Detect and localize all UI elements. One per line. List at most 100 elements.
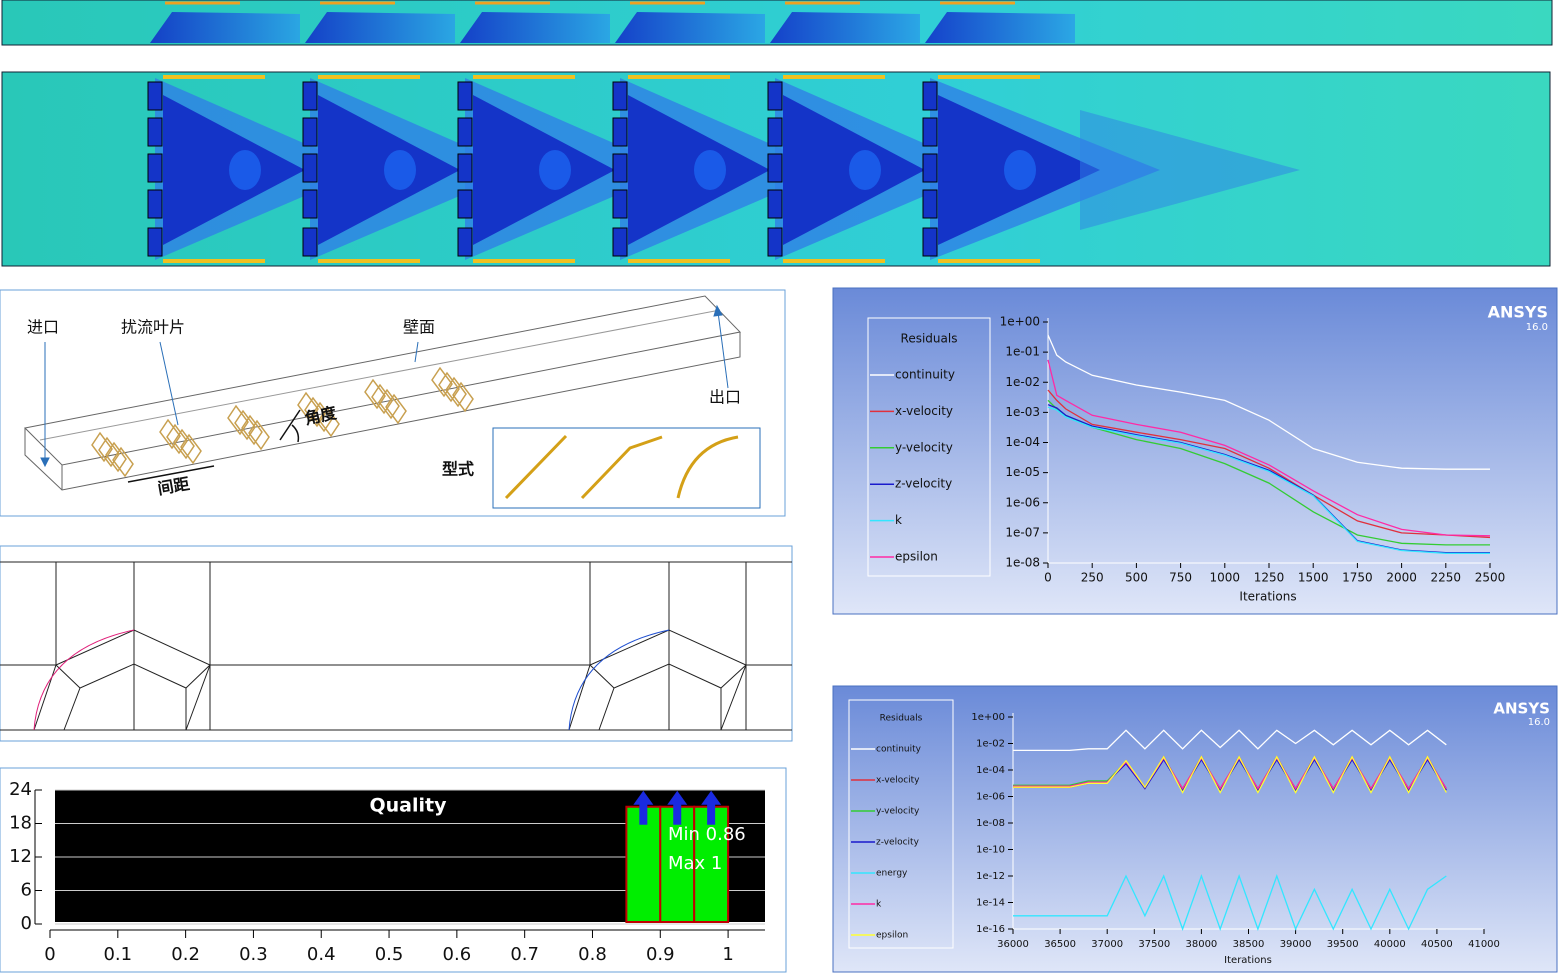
flow-region (925, 12, 1075, 43)
vane (159, 418, 181, 450)
flow-eye (694, 150, 726, 190)
vane-section (302, 227, 318, 257)
vane (371, 383, 393, 415)
x-tick-label: 250 (1081, 571, 1104, 585)
series-line (1013, 874, 1447, 931)
x-tick-label: 39000 (1280, 939, 1312, 950)
vane (378, 388, 400, 420)
contour-plots (1, 0, 1553, 267)
overflow-arrow (667, 790, 688, 825)
vane-forms (504, 434, 739, 500)
y-tick-label: 6 (21, 880, 32, 901)
overflow-arrow (701, 790, 722, 825)
x-axis-label: Iterations (1239, 590, 1296, 604)
legend-label: y-velocity (895, 440, 953, 454)
flow-eye (384, 150, 416, 190)
vane-section (457, 189, 473, 219)
x-tick-label: 500 (1125, 571, 1148, 585)
x-tick-label: 1500 (1298, 571, 1329, 585)
flow-eye (1004, 150, 1036, 190)
vane (364, 378, 386, 410)
y-tick-label: 1e-03 (1005, 405, 1040, 419)
y-tick-label: 1e-12 (976, 871, 1005, 882)
x-tick-label: 40000 (1374, 939, 1406, 950)
x-tick-label: 2250 (1431, 571, 1462, 585)
vane-section (767, 153, 783, 183)
vane-section (767, 189, 783, 219)
x-tick-label: 2000 (1386, 571, 1417, 585)
y-tick-label: 1e-14 (976, 898, 1005, 909)
vane-section (147, 189, 163, 219)
vane-section (147, 227, 163, 257)
vane (166, 423, 188, 455)
geometry-diagram: 进口 扰流叶片 壁面 出口 角度 间距 型式 (0, 289, 786, 517)
x-tick-label: 2500 (1475, 571, 1506, 585)
flow-region (770, 12, 920, 43)
mesh-panel (0, 545, 793, 742)
vane (234, 409, 256, 441)
dimension (127, 409, 301, 483)
legend-label: epsilon (876, 931, 908, 941)
vane-section (922, 117, 938, 147)
label: 壁面 (403, 318, 435, 337)
inset-box (492, 427, 761, 509)
legend-label: z-velocity (876, 838, 920, 848)
y-tick-label: 1e-10 (976, 845, 1005, 856)
version: 16.0 (1526, 322, 1548, 333)
y-tick-label: 1e-06 (976, 792, 1005, 803)
overflow-arrow (633, 790, 654, 825)
legend-label: continuity (876, 745, 922, 755)
charts: 1e+00 1e-01 1e-02 1e-03 1e-04 1e-05 1e-06 1e-07… (9, 303, 1550, 967)
x-tick-label: 0.4 (307, 944, 336, 965)
vane (91, 431, 113, 463)
y-tick-label: 1e-02 (976, 739, 1005, 750)
series-line (1047, 334, 1490, 470)
legend-label: epsilon (895, 550, 938, 564)
label: 出口 (709, 388, 741, 407)
vane (445, 376, 467, 408)
vane (248, 419, 270, 451)
x-tick-label: 1250 (1254, 571, 1285, 585)
x-tick-label: 41000 (1468, 939, 1500, 950)
y-tick-label: 0 (21, 913, 32, 934)
vane (438, 371, 460, 403)
mesh-lines (0, 561, 792, 731)
series-line (1013, 729, 1447, 752)
vane (241, 414, 263, 446)
vane-section (302, 189, 318, 219)
x-tick-label: 37500 (1138, 939, 1170, 950)
vane-section (302, 153, 318, 183)
y-tick-label: 1e-16 (976, 924, 1005, 935)
vane-section (612, 227, 628, 257)
x-tick-label: 0 (44, 944, 55, 965)
flow-eye (849, 150, 881, 190)
x-tick-label: 36000 (997, 939, 1029, 950)
y-tick-label: 1e-05 (1005, 465, 1040, 479)
brand: ANSYS (1488, 303, 1548, 322)
flow-region (460, 12, 610, 43)
x-tick-label: 36500 (1044, 939, 1076, 950)
vane-section (147, 153, 163, 183)
residuals-panel (832, 685, 1558, 973)
vane (304, 396, 326, 428)
vane-section (922, 153, 938, 183)
legend-title: Residuals (901, 332, 958, 346)
legend-label: continuity (895, 368, 955, 382)
vane (311, 401, 333, 433)
legend-label: y-velocity (876, 807, 920, 817)
x-tick-label: 0.9 (646, 944, 675, 965)
legend-box (867, 317, 991, 577)
vane (385, 393, 407, 425)
legend-label: k (876, 900, 882, 910)
legend-box (848, 699, 954, 949)
y-tick-label: 1e-04 (976, 765, 1005, 776)
vane-section (922, 189, 938, 219)
x-tick-label: 38000 (1185, 939, 1217, 950)
flow-region (305, 12, 455, 43)
series-line (1047, 406, 1490, 554)
vane-section (147, 117, 163, 147)
legend-label: x-velocity (895, 404, 953, 418)
y-tick-label: 1e-01 (1005, 345, 1040, 359)
